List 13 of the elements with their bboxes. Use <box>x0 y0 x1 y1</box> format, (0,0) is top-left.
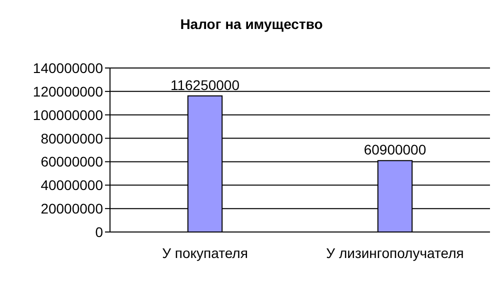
data-label: 60900000 <box>364 142 426 158</box>
y-tick-label: 60000000 <box>40 154 104 170</box>
y-tick-label: 80000000 <box>40 130 104 146</box>
y-tick-label: 120000000 <box>32 83 104 100</box>
y-tick-label: 0 <box>95 224 104 240</box>
y-tick-label: 40000000 <box>40 177 104 194</box>
chart-title: Налог на имущество <box>179 16 324 32</box>
y-tick-label: 20000000 <box>40 200 104 217</box>
x-tick-label: У покупателя <box>162 244 248 261</box>
data-label: 116250000 <box>170 76 240 93</box>
x-tick-label: У лизингополучателя <box>326 244 464 261</box>
y-tick-label: 100000000 <box>32 106 104 123</box>
y-tick-label: 140000000 <box>32 60 104 76</box>
